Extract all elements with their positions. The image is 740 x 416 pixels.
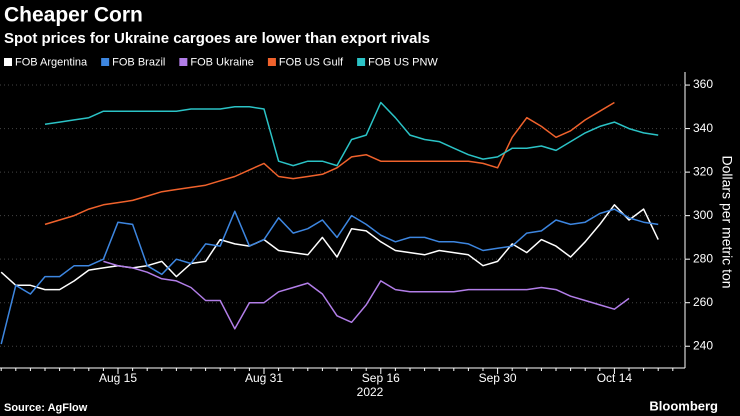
legend-swatch bbox=[101, 58, 110, 66]
y-axis-label: Dollars per metric ton bbox=[719, 155, 735, 288]
legend-swatch bbox=[267, 58, 276, 66]
x-tick-label: Aug 15 bbox=[99, 371, 137, 385]
legend-label: FOB Argentina bbox=[15, 56, 88, 68]
y-tick-label: 340 bbox=[693, 121, 713, 135]
series-line bbox=[0, 208, 659, 345]
x-tick-label: Sep 30 bbox=[479, 371, 517, 385]
y-tick-label: 240 bbox=[693, 338, 713, 352]
x-tick-label: Aug 31 bbox=[245, 371, 283, 385]
series-line bbox=[44, 101, 659, 167]
x-tick-label: Sep 16 bbox=[362, 371, 400, 385]
chart-title: Cheaper Corn bbox=[4, 4, 143, 27]
legend-label: FOB Ukraine bbox=[190, 56, 254, 68]
y-tick-label: 300 bbox=[693, 208, 713, 222]
legend-swatch bbox=[179, 58, 188, 66]
source: Source: AgFlow bbox=[4, 402, 88, 414]
series-line bbox=[0, 204, 659, 291]
legend-label: FOB US Gulf bbox=[279, 56, 344, 68]
x-tick-label: Oct 14 bbox=[597, 371, 633, 385]
legend-swatch bbox=[357, 58, 366, 66]
x-axis-label: 2022 bbox=[357, 385, 384, 399]
y-tick-label: 260 bbox=[693, 295, 713, 309]
y-tick-label: 360 bbox=[693, 77, 713, 91]
brand: Bloomberg bbox=[649, 398, 718, 413]
series-line bbox=[44, 101, 615, 226]
y-tick-label: 320 bbox=[693, 164, 713, 178]
legend-label: FOB US PNW bbox=[368, 56, 438, 68]
y-tick-label: 280 bbox=[693, 251, 713, 265]
legend-swatch bbox=[4, 58, 12, 66]
series-line bbox=[103, 260, 630, 330]
chart-subtitle: Spot prices for Ukraine cargoes are lowe… bbox=[4, 30, 430, 47]
legend-label: FOB Brazil bbox=[112, 56, 165, 68]
